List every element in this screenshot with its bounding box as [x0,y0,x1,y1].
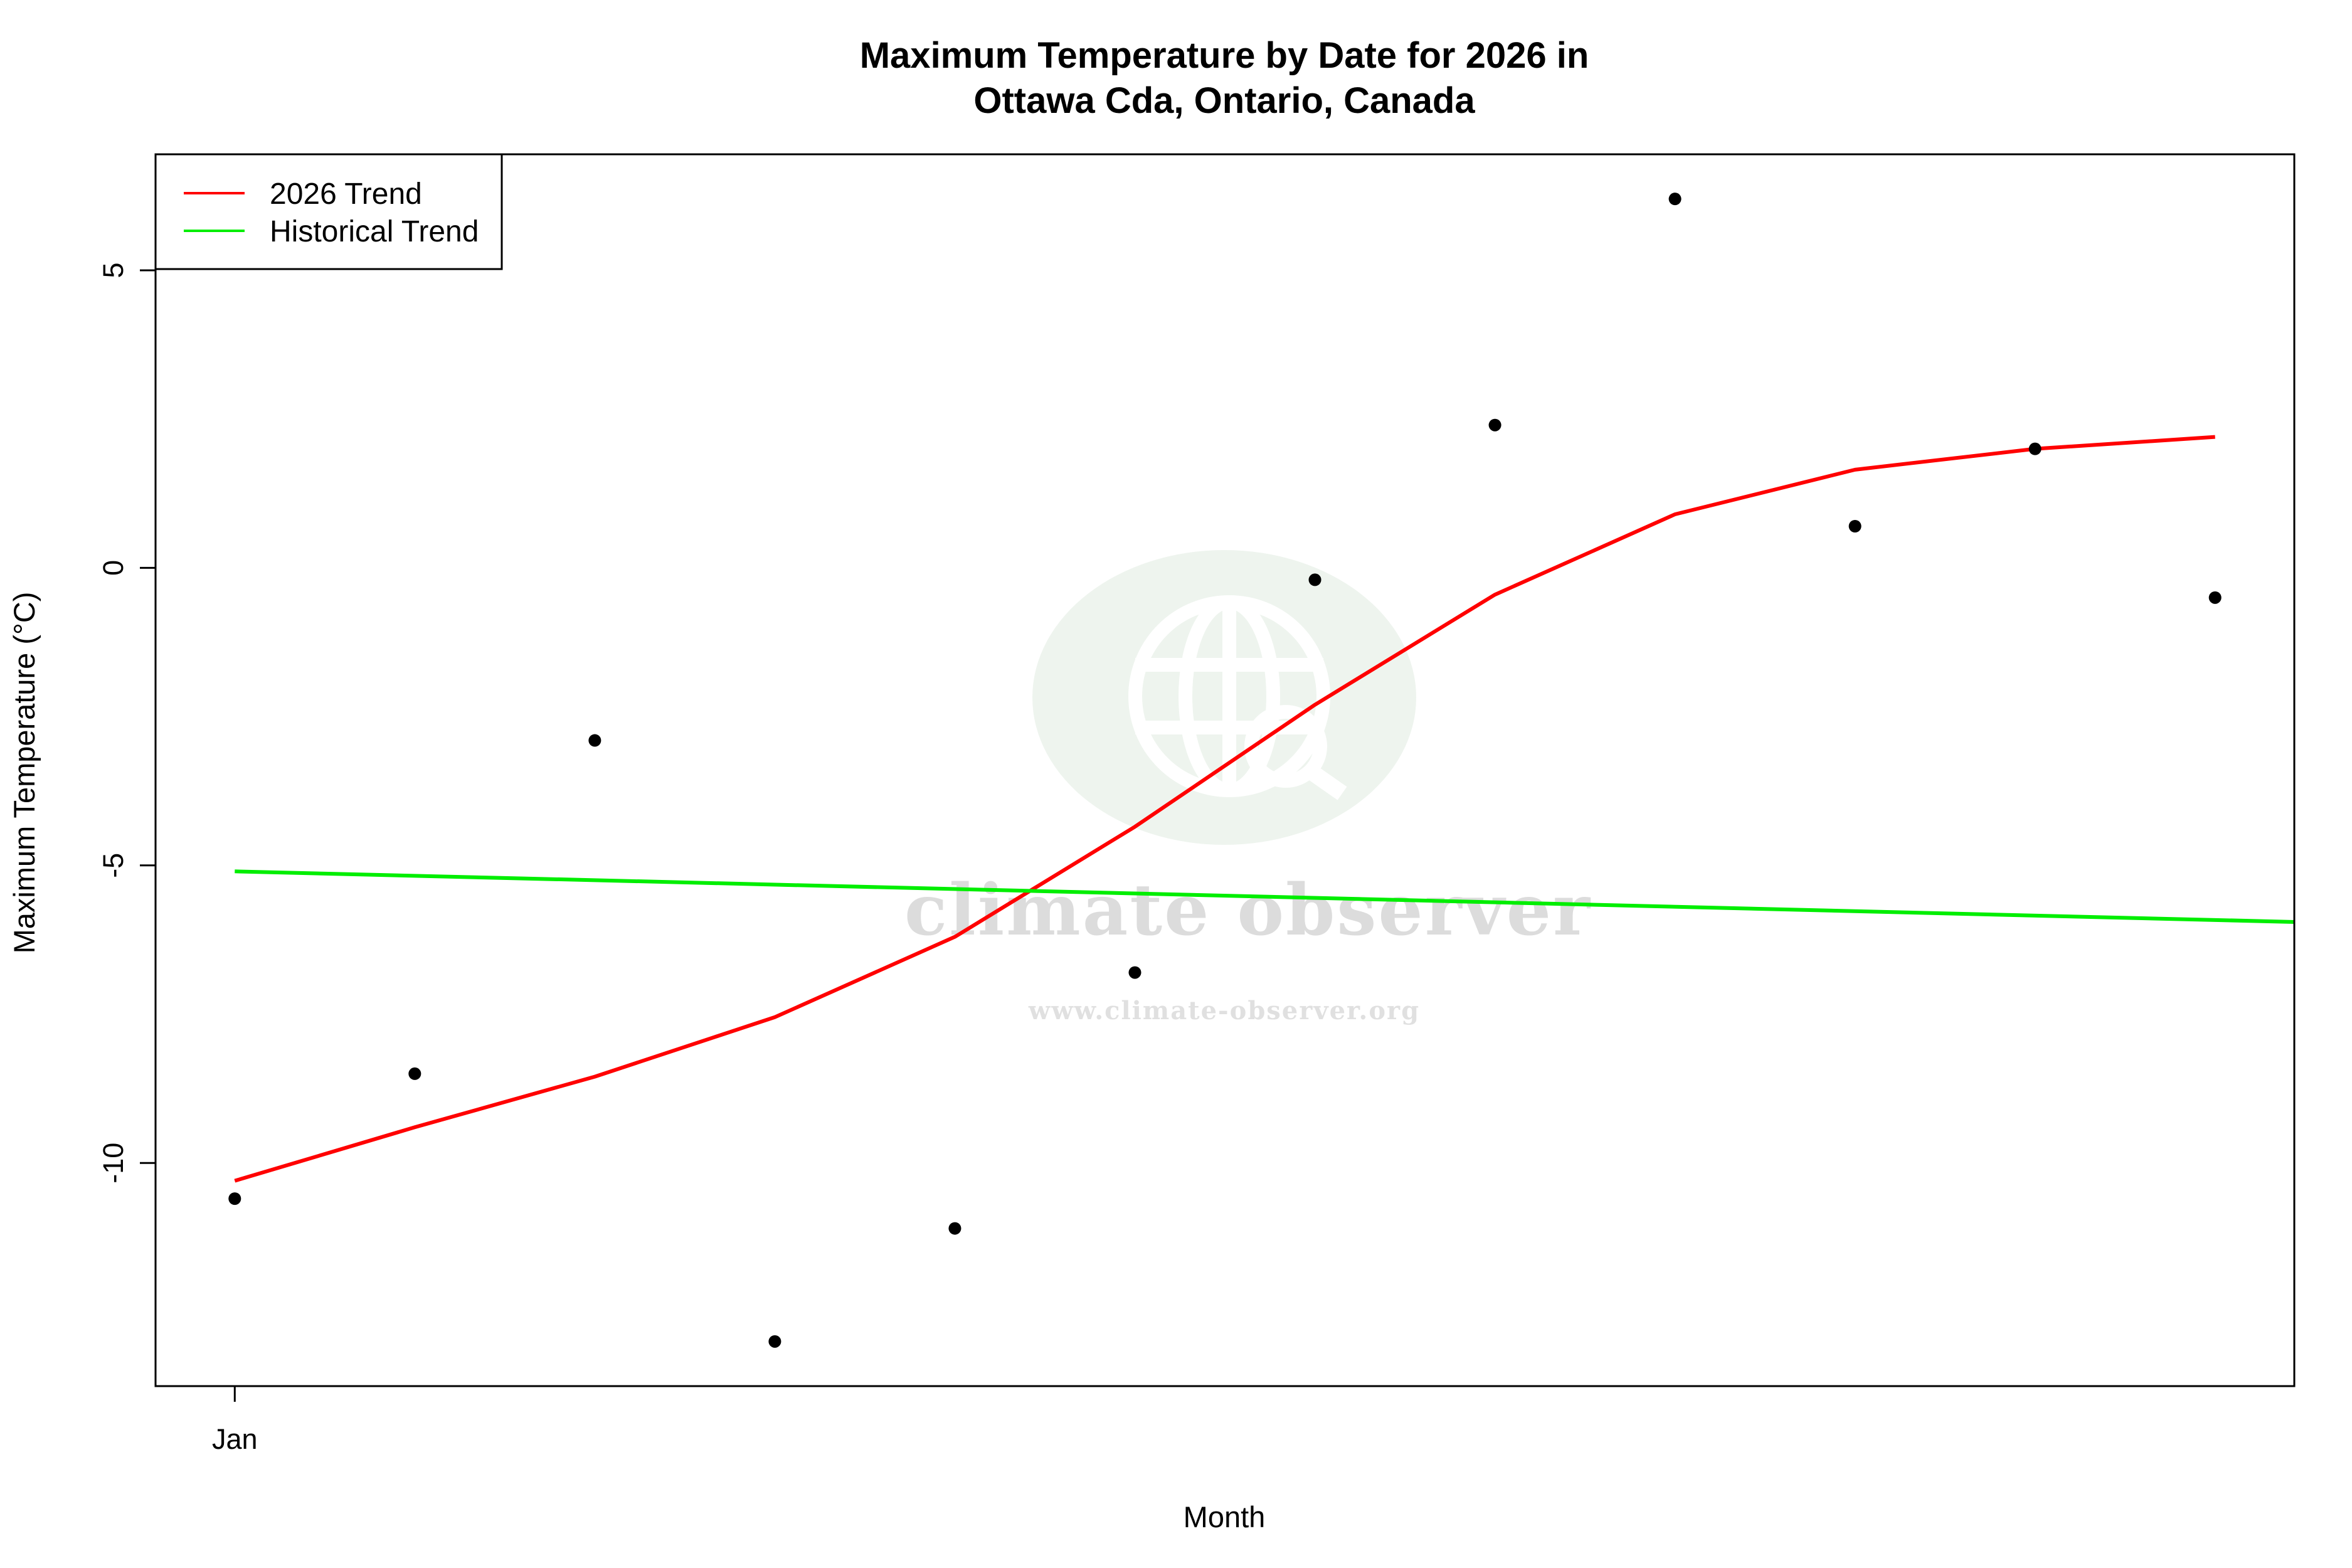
y-tick-label: -5 [97,853,129,878]
data-point [2028,442,2042,455]
data-point [768,1335,781,1348]
x-tick-label: Jan [212,1423,258,1455]
x-axis-label: Month [1184,1500,1266,1534]
chart-title-line2: Ottawa Cda, Ontario, Canada [973,80,1475,121]
legend-label-2026-trend: 2026 Trend [270,177,422,211]
data-point [2208,591,2222,604]
legend-box [154,153,503,270]
legend-label-historical-trend: Historical Trend [270,215,479,248]
series-line-historical-trend [235,869,2295,924]
data-point [1488,418,1502,432]
data-point [228,1192,241,1205]
data-point [588,734,601,747]
legend: 2026 Trend Historical Trend [154,153,503,270]
watermark-url: www.climate-observer.org [1028,996,1420,1025]
watermark-name: climate observer [904,869,1592,951]
y-axis-label: Maximum Temperature (°C) [8,592,41,954]
data-point [1668,193,1682,206]
chart-title-line1: Maximum Temperature by Date for 2026 in [860,35,1589,76]
plot-frame [154,153,2296,1387]
series-line-2026-trend [234,435,2215,1183]
data-point [1128,966,1142,979]
watermark-logo: climate observer www.climate-observer.or… [904,550,1592,1025]
data-point [1308,573,1322,586]
y-tick-label: -10 [97,1143,129,1184]
y-tick-label: 0 [97,560,129,576]
y-tick-label: 5 [97,262,129,278]
data-point [948,1222,961,1235]
data-point [1848,519,1862,532]
data-point [408,1067,421,1080]
